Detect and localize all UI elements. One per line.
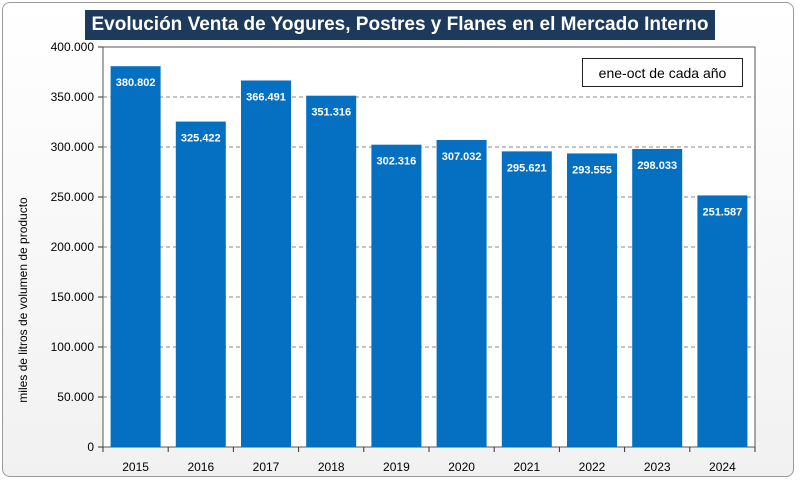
bar-2016 xyxy=(175,121,226,447)
y-tick-label: 400.000 xyxy=(51,40,95,54)
bar-2021 xyxy=(501,151,552,447)
bar-2019 xyxy=(371,144,422,447)
x-tick-label-2023: 2023 xyxy=(644,460,671,474)
x-tick-label-2020: 2020 xyxy=(448,460,475,474)
y-tick-label: 200.000 xyxy=(51,240,95,254)
data-label-2023: 298.033 xyxy=(637,160,677,172)
bar-2023 xyxy=(632,148,683,448)
x-tick-label-2019: 2019 xyxy=(383,460,410,474)
x-tick-label-2017: 2017 xyxy=(253,460,280,474)
bar-2020 xyxy=(436,139,487,447)
x-tick-label-2024: 2024 xyxy=(709,460,736,474)
y-tick-label: 0 xyxy=(87,440,94,454)
bar-2015 xyxy=(110,66,161,447)
data-label-2021: 295.621 xyxy=(507,162,547,174)
x-tick-label-2022: 2022 xyxy=(579,460,606,474)
y-tick-label: 300.000 xyxy=(51,140,95,154)
x-tick-label-2015: 2015 xyxy=(122,460,149,474)
data-label-2015: 380.802 xyxy=(116,77,156,89)
period-note: ene-oct de cada año xyxy=(582,58,743,87)
y-tick-label: 350.000 xyxy=(51,90,95,104)
y-tick-label: 50.000 xyxy=(57,390,94,404)
x-tick-label-2016: 2016 xyxy=(187,460,214,474)
data-label-2018: 351.316 xyxy=(311,107,351,119)
data-label-2020: 307.032 xyxy=(442,151,482,163)
y-tick-label: 250.000 xyxy=(51,190,95,204)
bar-2024 xyxy=(697,195,748,447)
data-label-2017: 366.491 xyxy=(246,92,286,104)
y-tick-label: 150.000 xyxy=(51,290,95,304)
y-tick-label: 100.000 xyxy=(51,340,95,354)
y-axis-label: miles de litros de volumen de producto xyxy=(16,197,30,403)
bar-2017 xyxy=(241,80,291,447)
chart-title: Evolución Venta de Yogures, Postres y Fl… xyxy=(85,10,715,40)
data-label-2024: 251.587 xyxy=(703,206,743,218)
data-label-2019: 302.316 xyxy=(377,156,417,168)
bar-2022 xyxy=(567,153,617,447)
x-tick-label-2018: 2018 xyxy=(318,460,345,474)
bar-2018 xyxy=(306,95,357,448)
data-label-2016: 325.422 xyxy=(181,133,221,145)
x-tick-label-2021: 2021 xyxy=(513,460,540,474)
data-label-2022: 293.555 xyxy=(572,164,612,176)
